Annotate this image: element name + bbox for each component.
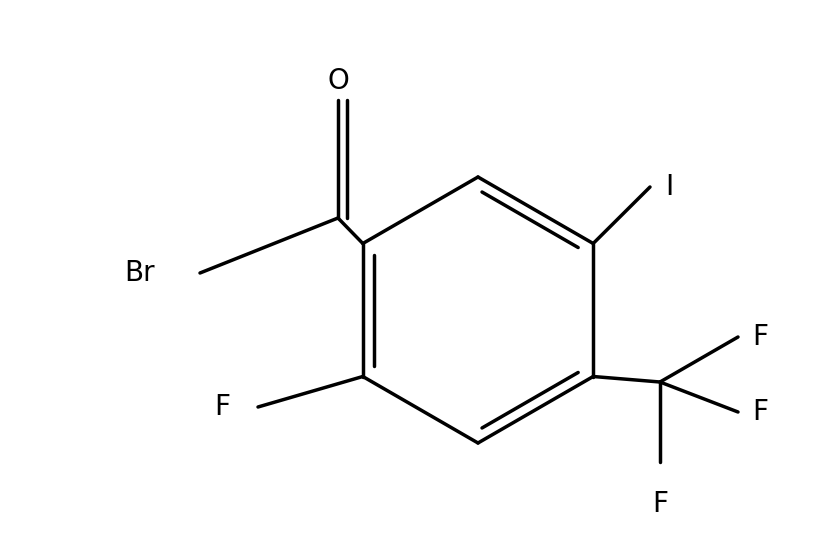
Text: F: F	[214, 393, 230, 421]
Text: F: F	[652, 490, 668, 518]
Text: O: O	[327, 67, 349, 95]
Text: F: F	[752, 398, 768, 426]
Text: F: F	[752, 323, 768, 351]
Text: I: I	[665, 173, 673, 201]
Text: Br: Br	[124, 259, 155, 287]
